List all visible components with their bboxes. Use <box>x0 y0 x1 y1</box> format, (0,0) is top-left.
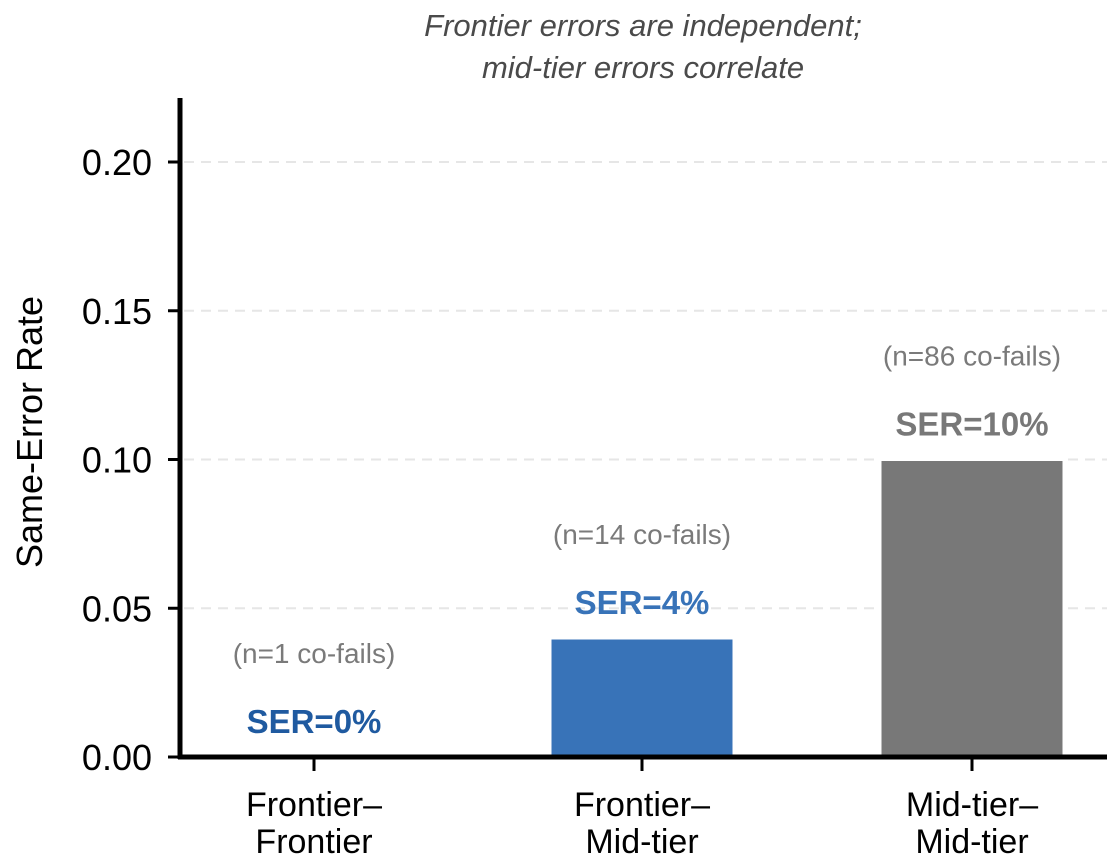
y-tick-label: 0.15 <box>82 291 152 332</box>
y-tick-label: 0.05 <box>82 588 152 629</box>
x-tick-label: Frontier– <box>574 786 710 824</box>
bar <box>878 458 1066 759</box>
chart-title-line: mid-tier errors correlate <box>482 50 804 85</box>
bar <box>548 636 736 759</box>
bar-count-label: (n=14 co-fails) <box>553 519 731 550</box>
x-tick-label: Frontier– <box>246 786 382 824</box>
y-tick-label: 0.20 <box>82 142 152 183</box>
y-axis-label: Same-Error Rate <box>9 296 50 568</box>
bar-value-label: SER=10% <box>895 406 1048 443</box>
bar-count-label: (n=1 co-fails) <box>233 638 396 669</box>
bar-count-label: (n=86 co-fails) <box>883 341 1061 372</box>
y-tick-label: 0.00 <box>82 737 152 778</box>
chart-title-line: Frontier errors are independent; <box>424 8 862 43</box>
bar-value-label: SER=0% <box>247 703 382 740</box>
bar-annotations: SER=0% (n=1 co-fails) SER=4% (n=14 co-fails… <box>233 341 1061 741</box>
y-tick-label: 0.10 <box>82 440 152 481</box>
x-tick-labels: Frontier–FrontierFrontier–Mid-tierMid-ti… <box>246 757 1038 861</box>
x-tick-label: Mid-tier– <box>906 786 1038 824</box>
x-tick-label: Mid-tier <box>915 823 1028 861</box>
x-tick-label: Frontier <box>255 823 372 861</box>
x-tick-label: Mid-tier <box>585 823 698 861</box>
y-tick-labels: 0.00 0.05 0.10 0.15 0.20 <box>82 142 180 778</box>
bar-value-label: SER=4% <box>575 584 710 621</box>
chart-title: Frontier errors are independent; mid-tier… <box>424 8 862 85</box>
